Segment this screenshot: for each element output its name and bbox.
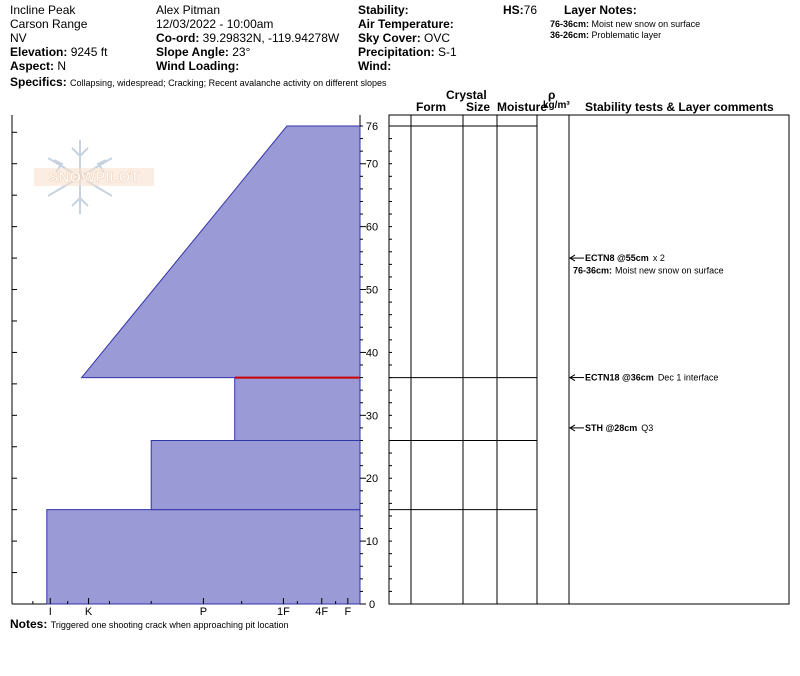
notes-label: Notes: [10, 617, 48, 631]
wind-loading-label: Wind Loading: [156, 59, 240, 73]
moisture-header: Moisture [497, 100, 548, 114]
air-temperature: Air Temperature: [358, 17, 454, 31]
depth-tick-label: 0 [369, 599, 375, 611]
location: Incline Peak [10, 3, 76, 17]
elevation-label: Elevation: [10, 45, 68, 59]
depth-tick-label: 20 [366, 473, 378, 485]
aspect-label: Aspect: [10, 59, 55, 73]
test-comment: Q3 [641, 423, 653, 433]
hardness-axis: I K P 1F 4F F [32, 598, 351, 618]
layer-comment-text: Moist new snow on surface [615, 266, 724, 276]
snow-height: HS:76 [503, 3, 537, 17]
specifics: Specifics: Collapsing, widespread; Crack… [10, 75, 387, 89]
depth-tick-label: 70 [366, 159, 378, 171]
hardness-bars [46, 125, 361, 605]
layer-note-text: Moist new snow on surface [591, 19, 701, 29]
hardness-tick-label: P [200, 606, 207, 618]
table-frame [388, 114, 790, 605]
slope-label: Slope Angle: [156, 45, 229, 59]
hardness-tick-label: 1F [277, 606, 290, 618]
stability-tests-header: Stability tests & Layer comments [585, 100, 774, 114]
notes: Notes: Triggered one shooting crack when… [10, 617, 289, 631]
coordinates: Co-ord: 39.29832N, -119.94278W [156, 31, 339, 45]
layer-notes-title: Layer Notes: [564, 3, 637, 17]
test-result: ECTN8 @55cm [585, 253, 649, 263]
test-comment: x 2 [653, 253, 665, 263]
hs-value: 76 [523, 3, 538, 17]
elevation: Elevation: 9245 ft [10, 45, 107, 59]
depth-tick-label: 50 [366, 285, 378, 297]
depth-axis: 0 10 20 30 40 50 60 70 76 [12, 121, 378, 611]
hardness-layer [80, 125, 361, 379]
coord-value: 39.29832N, -119.94278W [202, 31, 340, 45]
sky-label: Sky Cover: [358, 31, 421, 45]
aspect-value: N [57, 59, 67, 73]
layer-comment: 76-36cm: Moist new snow on surface [573, 266, 724, 276]
precip-label: Precipitation: [358, 45, 435, 59]
observer: Alex Pitman [156, 3, 221, 17]
hardness-layer [150, 439, 361, 511]
layer-table [388, 114, 790, 605]
stability-tests: ECTN8 @55cm x 2 ECTN18 @36cm Dec 1 interfac… [569, 253, 724, 433]
precip-value: S-1 [438, 45, 457, 59]
aspect: Aspect: N [10, 59, 66, 73]
layer-note-range: 76-36cm: [550, 19, 590, 29]
hardness-tick-label: I [49, 606, 52, 618]
hardness-layer [234, 377, 361, 441]
test-result: ECTN18 @36cm [585, 373, 654, 383]
wind-label: Wind: [358, 59, 392, 73]
layer-note: 76-36cm: Moist new snow on surface [550, 19, 700, 29]
depth-tick-label: 30 [366, 410, 378, 422]
state: NV [10, 31, 27, 45]
layer-note-text: Problematic layer [591, 30, 662, 40]
depth-tick-label: 60 [366, 222, 378, 234]
elevation-value: 9245 ft [70, 45, 108, 59]
sky-cover: Sky Cover: OVC [358, 31, 450, 45]
layer-note: 36-26cm: Problematic layer [550, 30, 661, 40]
snowpilot-logo: SNOWPILOT [34, 140, 154, 214]
date-time: 12/03/2022 - 10:00am [156, 17, 274, 31]
snowflake-icon [47, 140, 113, 214]
specifics-value: Collapsing, widespread; Cracking; Recent… [70, 78, 387, 88]
size-header: Size [466, 100, 491, 114]
test-label: ECTN18 @36cm Dec 1 interface [585, 373, 718, 383]
stability: Stability: [358, 3, 409, 17]
form-header: Form [416, 100, 446, 114]
test-label: STH @28cm Q3 [585, 423, 653, 433]
slope-value: 23° [232, 45, 251, 59]
rho-header: ρ [548, 88, 556, 102]
sky-value: OVC [424, 31, 451, 45]
mountain-range: Carson Range [10, 17, 88, 31]
depth-tick-label: 10 [366, 536, 378, 548]
hs-label: HS: [503, 3, 524, 17]
depth-tick-label: 76 [366, 121, 378, 133]
stability-label: Stability: [358, 3, 409, 17]
hardness-tick-label: 4F [315, 606, 328, 618]
specifics-label: Specifics: [10, 75, 67, 89]
coord-label: Co-ord: [156, 31, 200, 45]
wind-loading: Wind Loading: [156, 59, 239, 73]
precipitation: Precipitation: S-1 [358, 45, 457, 59]
density-unit-header: kg/m³ [543, 100, 570, 111]
test-arrow-head [569, 254, 576, 262]
wind: Wind: [358, 59, 391, 73]
hardness-tick-label: K [85, 606, 93, 618]
hardness-tick-label: F [344, 606, 351, 618]
crystal-header: Crystal [446, 88, 487, 102]
hardness-layer [46, 509, 361, 605]
test-arrow-head [569, 374, 576, 382]
depth-tick-label: 40 [366, 347, 378, 359]
slope-angle: Slope Angle: 23° [156, 45, 250, 59]
air-temp-label: Air Temperature: [358, 17, 454, 31]
layer-comment-range: 76-36cm: [573, 266, 612, 276]
notes-value: Triggered one shooting crack when approa… [50, 620, 289, 630]
test-comment: Dec 1 interface [658, 373, 719, 383]
test-result: STH @28cm [585, 423, 637, 433]
test-label: ECTN8 @55cm x 2 [585, 253, 665, 263]
layer-note-range: 36-26cm: [550, 30, 590, 40]
test-arrow-head [569, 424, 576, 432]
logo-text: SNOWPILOT [49, 169, 140, 186]
